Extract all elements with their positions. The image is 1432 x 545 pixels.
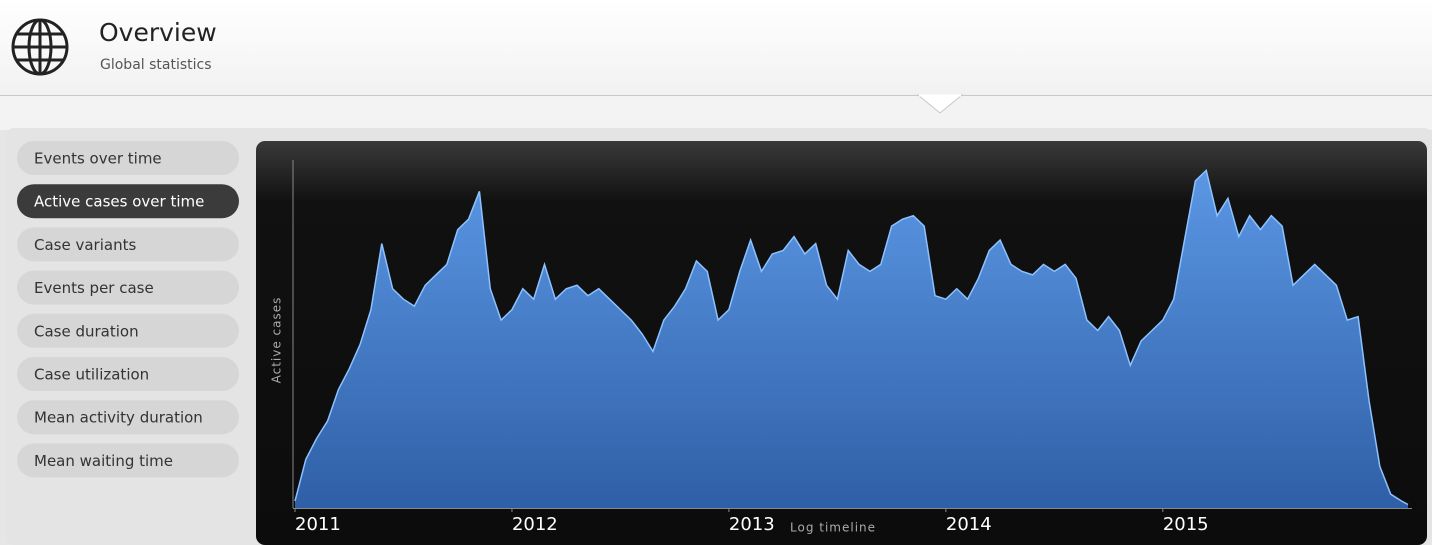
sidebar-button[interactable]: Case utilization [17, 357, 239, 391]
sidebar-button[interactable]: Case duration [17, 313, 239, 348]
page-title: Overview [99, 18, 217, 47]
sidebar: Events over time Active cases over time Ca… [17, 141, 239, 478]
area [295, 170, 1408, 508]
header-bar [0, 0, 1432, 96]
x-tick-label: 2013 [729, 514, 775, 535]
button-bg [17, 443, 239, 478]
chart: 2011 2012 2013 2014 2015 Log timeline Active c… [270, 160, 1412, 535]
sidebar-button[interactable]: Mean waiting time [17, 443, 239, 478]
button-bg [17, 313, 239, 348]
x-tick-label: 2015 [1163, 514, 1209, 535]
area-line [294, 168, 1409, 506]
button-bg [17, 357, 239, 391]
x-tick-label: 2011 [295, 514, 341, 535]
sidebar-button[interactable]: Case variants [17, 227, 239, 262]
sidebar-button[interactable]: Mean activity duration [17, 400, 239, 435]
globe-icon [11, 18, 69, 76]
header-strip [0, 96, 1432, 130]
button-label: Mean activity duration [34, 409, 203, 427]
button-bg [17, 400, 239, 435]
button-bg [17, 270, 239, 305]
button-label: Case utilization [34, 366, 149, 384]
button-label: Events per case [34, 279, 154, 297]
button-bg [17, 184, 239, 219]
y-axis-label: Active cases [270, 297, 284, 384]
button-label: Active cases over time [34, 193, 204, 211]
x-tick-label: 2014 [946, 514, 992, 535]
x-tick-label: 2012 [512, 514, 558, 535]
button-label: Events over time [34, 150, 162, 168]
x-axis-label: Log timeline [790, 521, 876, 535]
sidebar-button[interactable]: Events per case [17, 270, 239, 305]
button-label: Case variants [34, 236, 136, 254]
button-label: Mean waiting time [34, 452, 173, 470]
sidebar-button[interactable]: Events over time [17, 141, 239, 175]
page-subtitle: Global statistics [100, 57, 212, 73]
button-bg [17, 141, 239, 175]
button-label: Case duration [34, 322, 139, 340]
button-bg [17, 227, 239, 262]
sidebar-button[interactable]: Active cases over time [17, 184, 239, 219]
